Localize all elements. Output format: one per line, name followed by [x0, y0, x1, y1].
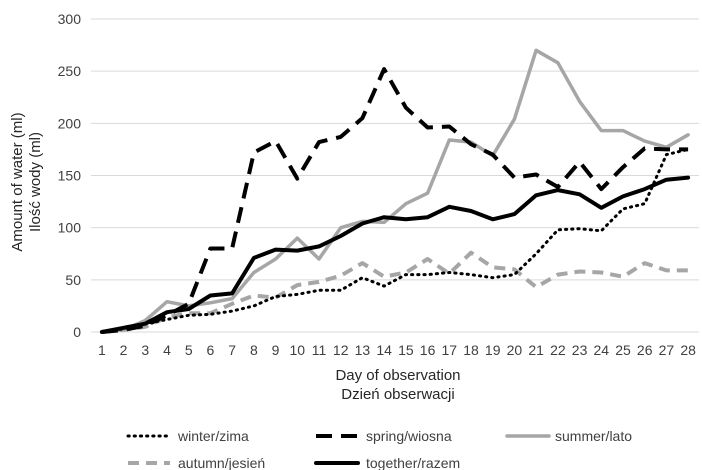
y-tick-label: 100: [58, 220, 82, 236]
legend-label: together/razem: [366, 455, 460, 470]
x-tick-label: 1: [98, 342, 106, 358]
x-tick-label: 21: [528, 342, 544, 358]
y-tick-label: 150: [58, 168, 82, 184]
y-tick-label: 0: [73, 324, 81, 340]
x-tick-label: 17: [441, 342, 457, 358]
x-tick-label: 13: [355, 342, 371, 358]
y-tick-label: 50: [65, 272, 81, 288]
x-tick-label: 3: [141, 342, 149, 358]
x-tick-label: 5: [185, 342, 193, 358]
x-tick-label: 9: [272, 342, 280, 358]
series-line-4: [99, 175, 691, 334]
y-tick-label: 200: [58, 115, 82, 131]
y-axis-title-2: Ilość wody (ml): [27, 132, 44, 232]
series-line-1: [101, 67, 689, 334]
x-tick-label: 20: [507, 342, 523, 358]
x-tick-label: 16: [420, 342, 436, 358]
y-tick-labels: 0 50 100 150 200 250 300: [58, 11, 82, 340]
x-tick-label: 6: [207, 342, 215, 358]
y-tick-label: 250: [58, 63, 82, 79]
x-tick-label: 24: [593, 342, 609, 358]
x-tick-label: 2: [120, 342, 128, 358]
x-tick-label: 15: [398, 342, 414, 358]
legend-label: winter/zima: [177, 428, 249, 444]
x-tick-label: 18: [463, 342, 479, 358]
x-axis-title-1: Day of observation: [335, 367, 460, 384]
legend-label: summer/lato: [555, 428, 632, 444]
x-tick-label: 10: [289, 342, 305, 358]
x-axis-title-2: Dzień obserwacji: [341, 386, 454, 403]
legend: winter/zima spring/wiosna summer/lato autum…: [126, 428, 632, 470]
x-tick-label: 4: [163, 342, 171, 358]
series-line-2: [100, 48, 690, 334]
x-tick-label: 28: [680, 342, 696, 358]
x-tick-label: 25: [615, 342, 631, 358]
y-axis-title-1: Amount of water (ml): [9, 112, 26, 251]
x-tick-label: 19: [485, 342, 501, 358]
y-tick-label: 300: [58, 11, 82, 27]
legend-label: autumn/jesień: [178, 455, 265, 470]
x-tick-labels: 1 2 3 4 5 6 7 8 9 10 11 12 13 14 15 16 17 18 19 20 21 22 23 24 2…: [98, 342, 696, 358]
series-line-3: [101, 250, 689, 334]
x-tick-label: 23: [572, 342, 588, 358]
legend-label: spring/wiosna: [366, 428, 452, 444]
grid-lines: [91, 18, 699, 281]
series-line-0: [100, 147, 690, 334]
x-tick-label: 8: [250, 342, 258, 358]
x-tick-label: 26: [637, 342, 653, 358]
x-tick-label: 12: [333, 342, 349, 358]
series-lines: [99, 48, 691, 334]
x-tick-label: 27: [659, 342, 675, 358]
x-tick-label: 14: [376, 342, 392, 358]
x-tick-label: 22: [550, 342, 566, 358]
x-tick-label: 11: [312, 342, 327, 358]
x-tick-label: 7: [228, 342, 236, 358]
